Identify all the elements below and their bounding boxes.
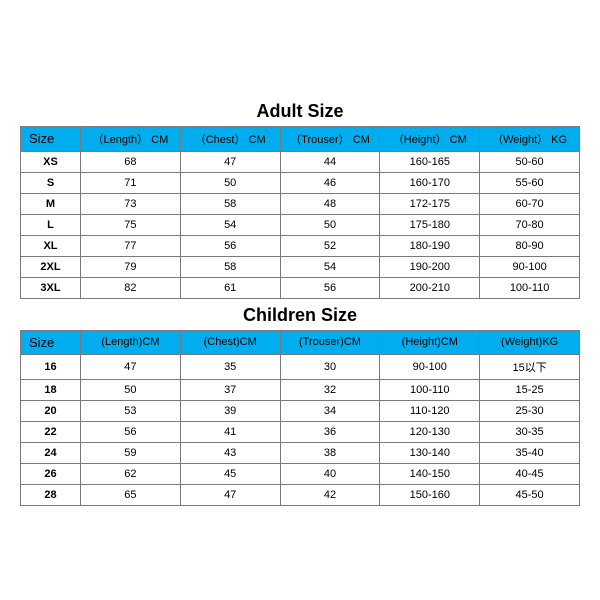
table-row: 1647353090-10015以下 (21, 354, 580, 379)
table-row: S715046160-17055-60 (21, 172, 580, 193)
children-size-table: Size (Length)CM (Chest)CM (Trouser)CM (H… (20, 330, 580, 506)
table-row: M735848172-17560-70 (21, 193, 580, 214)
table-row: 24594338130-14035-40 (21, 442, 580, 463)
col-length: （Length） CM (81, 126, 181, 151)
table-row: XL775652180-19080-90 (21, 235, 580, 256)
col-trouser: （Trouser） CM (280, 126, 380, 151)
table-row: XS684744160-16550-60 (21, 151, 580, 172)
table-row: 3XL826156200-210100-110 (21, 277, 580, 298)
size-chart-sheet: Adult Size Size （Length） CM （Chest） CM （… (20, 95, 580, 506)
col-weight: (Weight)KG (480, 330, 580, 354)
col-trouser: (Trouser)CM (280, 330, 380, 354)
col-size: Size (21, 126, 81, 151)
children-header-row: Size (Length)CM (Chest)CM (Trouser)CM (H… (21, 330, 580, 354)
col-height: （Height） CM (380, 126, 480, 151)
table-row: 22564136120-13030-35 (21, 421, 580, 442)
table-row: L755450175-18070-80 (21, 214, 580, 235)
adult-title: Adult Size (20, 95, 580, 126)
adult-size-table: Size （Length） CM （Chest） CM （Trouser） CM… (20, 126, 580, 299)
col-length: (Length)CM (81, 330, 181, 354)
children-body: 1647353090-10015以下 18503732100-11015-25 … (21, 354, 580, 505)
table-row: 20533934110-12025-30 (21, 400, 580, 421)
col-size: Size (21, 330, 81, 354)
table-row: 26624540140-15040-45 (21, 463, 580, 484)
adult-body: XS684744160-16550-60 S715046160-17055-60… (21, 151, 580, 298)
adult-header-row: Size （Length） CM （Chest） CM （Trouser） CM… (21, 126, 580, 151)
col-chest: (Chest)CM (180, 330, 280, 354)
col-weight: （Weight） KG (480, 126, 580, 151)
col-height: (Height)CM (380, 330, 480, 354)
table-row: 28654742150-16045-50 (21, 484, 580, 505)
children-title: Children Size (20, 299, 580, 330)
table-row: 18503732100-11015-25 (21, 379, 580, 400)
table-row: 2XL795854190-20090-100 (21, 256, 580, 277)
col-chest: （Chest） CM (180, 126, 280, 151)
